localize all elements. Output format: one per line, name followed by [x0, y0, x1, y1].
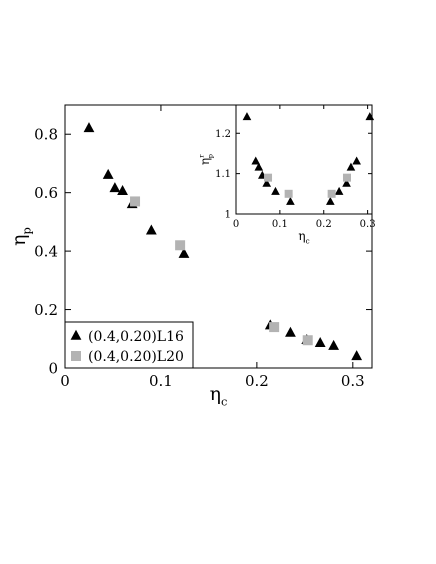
main-chart: 0 0.1 0.2 0.3 0 0.2 0.4 0.6 0.8 ηc ηp (0.4,0.20)L16… [8, 104, 373, 408]
legend: (0.4,0.20)L16 (0.4,0.20)L20 [64, 321, 194, 369]
inset-data-point [342, 173, 351, 182]
inset-data-point [271, 186, 280, 195]
data-point [109, 182, 121, 193]
y-axis-title: ηp [8, 227, 33, 246]
inset-data-point [342, 178, 351, 187]
inset-data-point [326, 196, 335, 205]
inset-x-tick-label: 0.2 [316, 219, 332, 230]
y-tick-label: 0.8 [34, 125, 58, 143]
y-tick-label: 0.6 [34, 184, 58, 202]
x-tick-label: 0.1 [149, 372, 173, 390]
legend-box [64, 321, 194, 369]
inset-chart: 0 0.1 0.2 0.3 1 1.1 1.2 ηc ηrp [198, 104, 376, 245]
inset-plot-frame [235, 104, 373, 215]
inset-data-point [365, 112, 375, 121]
legend-marker [71, 351, 81, 361]
inset-data-point [242, 112, 252, 121]
inset-y-axis-title: ηrp [198, 154, 215, 165]
inset-x-axis-title: ηc [298, 229, 309, 245]
inset-background [236, 105, 372, 214]
inset-data-point [262, 178, 272, 187]
data-point [117, 185, 128, 196]
inset-data-point [254, 162, 264, 171]
data-point [145, 224, 157, 235]
y-tick-label: 0.2 [34, 301, 58, 319]
inset-data-point [284, 189, 293, 198]
legend-label: (0.4,0.20)L20 [88, 349, 184, 365]
data-point [83, 122, 95, 133]
data-point [302, 335, 313, 346]
data-point [351, 350, 363, 361]
inset-x-tick-label: 0 [233, 219, 239, 230]
inset-y-tick-label: 1.1 [215, 169, 231, 180]
plot-frame [64, 104, 373, 369]
x-axis-title: ηc [210, 383, 228, 408]
data-point [102, 168, 114, 179]
data-point [130, 196, 141, 207]
inset-data-point [286, 196, 295, 205]
y-tick-label: 0 [48, 359, 58, 377]
legend-label: (0.4,0.20)L16 [88, 329, 184, 345]
inset-y-tick-label: 1.2 [215, 129, 231, 140]
inset-data-point [334, 186, 344, 195]
data-point [328, 339, 340, 350]
inset-data-point [251, 156, 261, 165]
x-tick-label: 0.3 [341, 372, 365, 390]
inset-x-tick-label: 0.1 [272, 219, 288, 230]
data-point [285, 326, 296, 337]
y-tick-label: 0.4 [34, 242, 58, 260]
inset-data-point [352, 156, 361, 165]
legend-marker [70, 329, 82, 340]
x-tick-label: 0 [60, 372, 70, 390]
x-tick-label: 0.2 [245, 372, 269, 390]
inset-data-point [264, 173, 273, 182]
data-point [175, 240, 186, 251]
data-point [269, 322, 280, 333]
inset-data-point [327, 189, 336, 198]
inset-x-tick-label: 0.3 [360, 219, 376, 230]
inset-y-tick-label: 1 [225, 210, 231, 221]
data-point [178, 247, 190, 258]
data-point [314, 336, 326, 347]
inset-data-point [346, 162, 356, 171]
